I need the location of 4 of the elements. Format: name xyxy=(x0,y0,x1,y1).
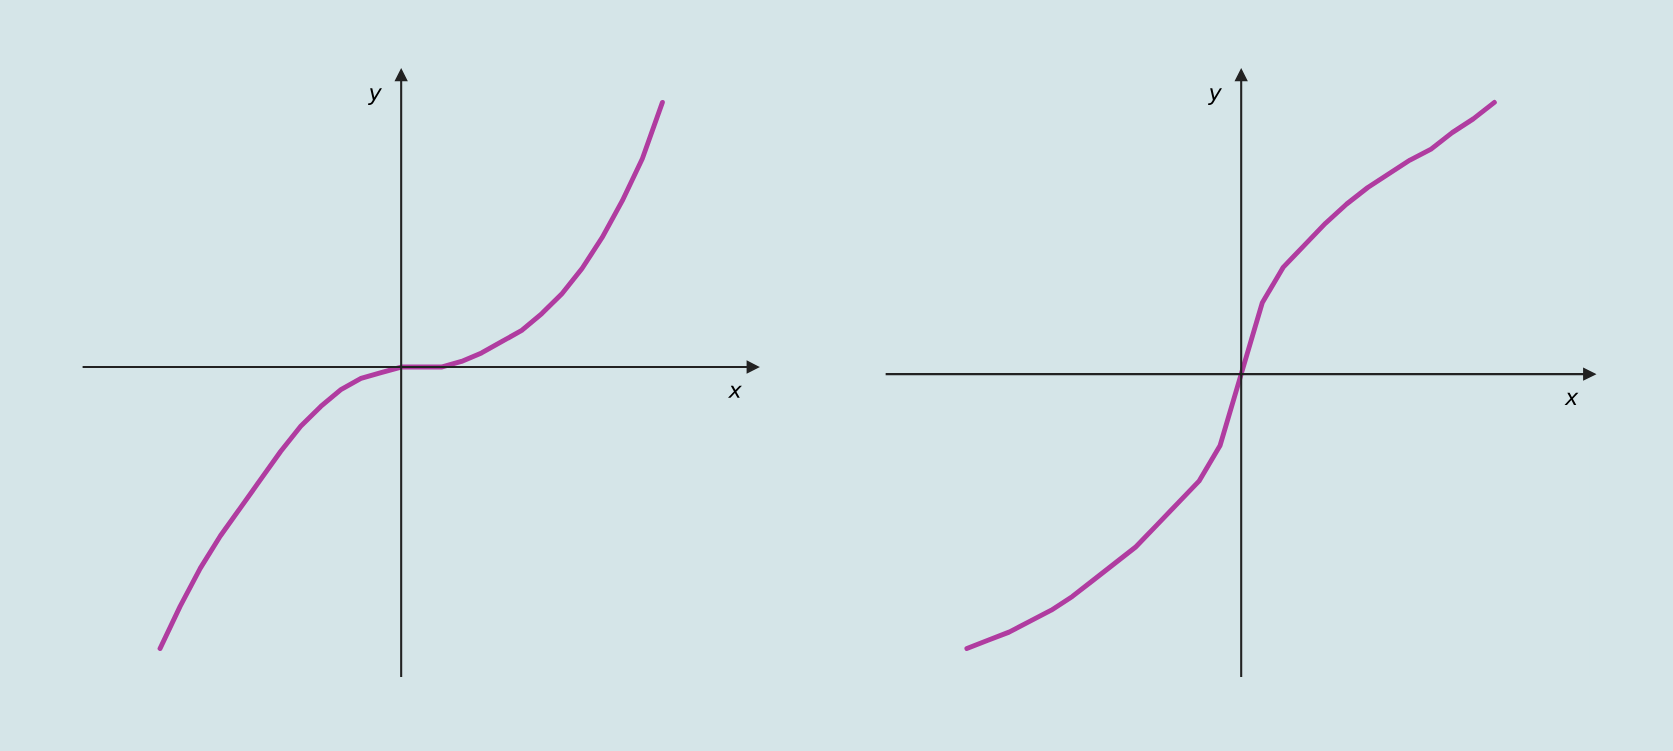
x-axis-title: x xyxy=(1564,392,1579,405)
y-axis-title: y xyxy=(368,88,382,105)
y-axis-title: y xyxy=(1208,88,1222,105)
x-axis-title: x xyxy=(728,385,742,398)
